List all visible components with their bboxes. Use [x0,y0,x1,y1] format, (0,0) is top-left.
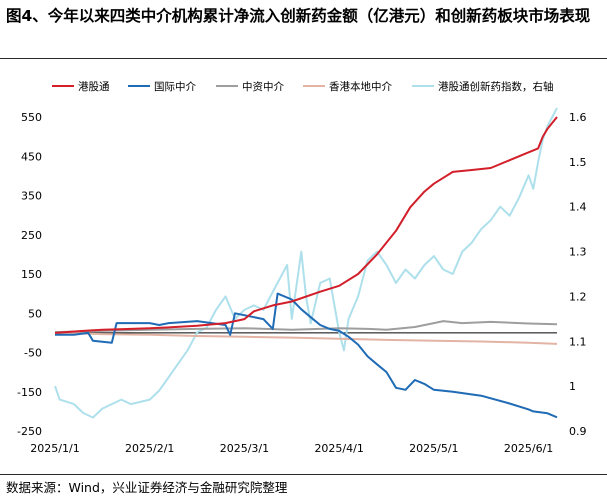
x-tick-label: 2025/5/1 [409,442,458,455]
x-tick-label: 2025/1/1 [30,442,79,455]
chart-legend: 港股通 国际中介 中资中介 香港本地中介 港股通创新药指数，右轴 [52,80,554,93]
y-left-tick-label: 250 [21,229,42,242]
source-note: 数据来源：Wind，兴业证券经济与金融研究院整理 [6,480,288,495]
y-left-tick-label: 550 [21,111,42,124]
y-right-tick-label: 1.4 [569,201,587,214]
x-tick-label: 2025/3/1 [220,442,269,455]
y-right-tick-label: 0.9 [569,425,587,438]
series-line-1 [55,292,558,419]
y-right-tick-label: 1.2 [569,290,587,303]
chart-title: 图4、今年以来四类中介机构累计净流入创新药金额（亿港元）和创新药板块市场表现 [6,7,591,25]
y-right-tick-label: 1.1 [569,335,587,348]
y-right-tick-label: 1.3 [569,246,587,259]
y-right-tick-label: 1.6 [569,111,587,124]
legend-label: 中资中介 [242,80,284,93]
x-tick-label: 2025/6/1 [504,442,553,455]
chart-axes: 550 450 350 250 150 50 -50 -150 -250 1.6 1.5 1.4 1.3… [17,111,586,455]
bottom-divider [0,474,607,475]
legend-label: 港股通 [78,81,110,93]
y-right-tick-label: 1 [569,380,576,393]
y-left-tick-label: -50 [24,347,42,360]
x-tick-label: 2025/4/1 [314,442,363,455]
y-left-tick-label: 50 [28,307,42,320]
y-left-tick-label: 150 [21,268,42,281]
x-tick-label: 2025/2/1 [125,442,174,455]
legend-label: 国际中介 [154,80,196,93]
y-right-tick-label: 1.5 [569,156,587,169]
series-line-4 [54,107,558,419]
legend-label: 港股通创新药指数，右轴 [438,80,554,93]
y-left-tick-label: 350 [21,190,42,203]
series-line-2 [54,320,558,334]
line-chart: 港股通 国际中介 中资中介 香港本地中介 港股通创新药指数，右轴 550 450 350 25… [17,80,586,455]
series-line-3 [54,331,558,345]
y-left-tick-label: 450 [21,150,42,163]
top-divider [0,58,607,59]
series-line-0 [54,116,558,334]
chart-series [54,107,558,419]
y-left-tick-label: -150 [17,386,42,399]
y-left-tick-label: -250 [17,425,42,438]
legend-label: 香港本地中介 [329,80,392,93]
